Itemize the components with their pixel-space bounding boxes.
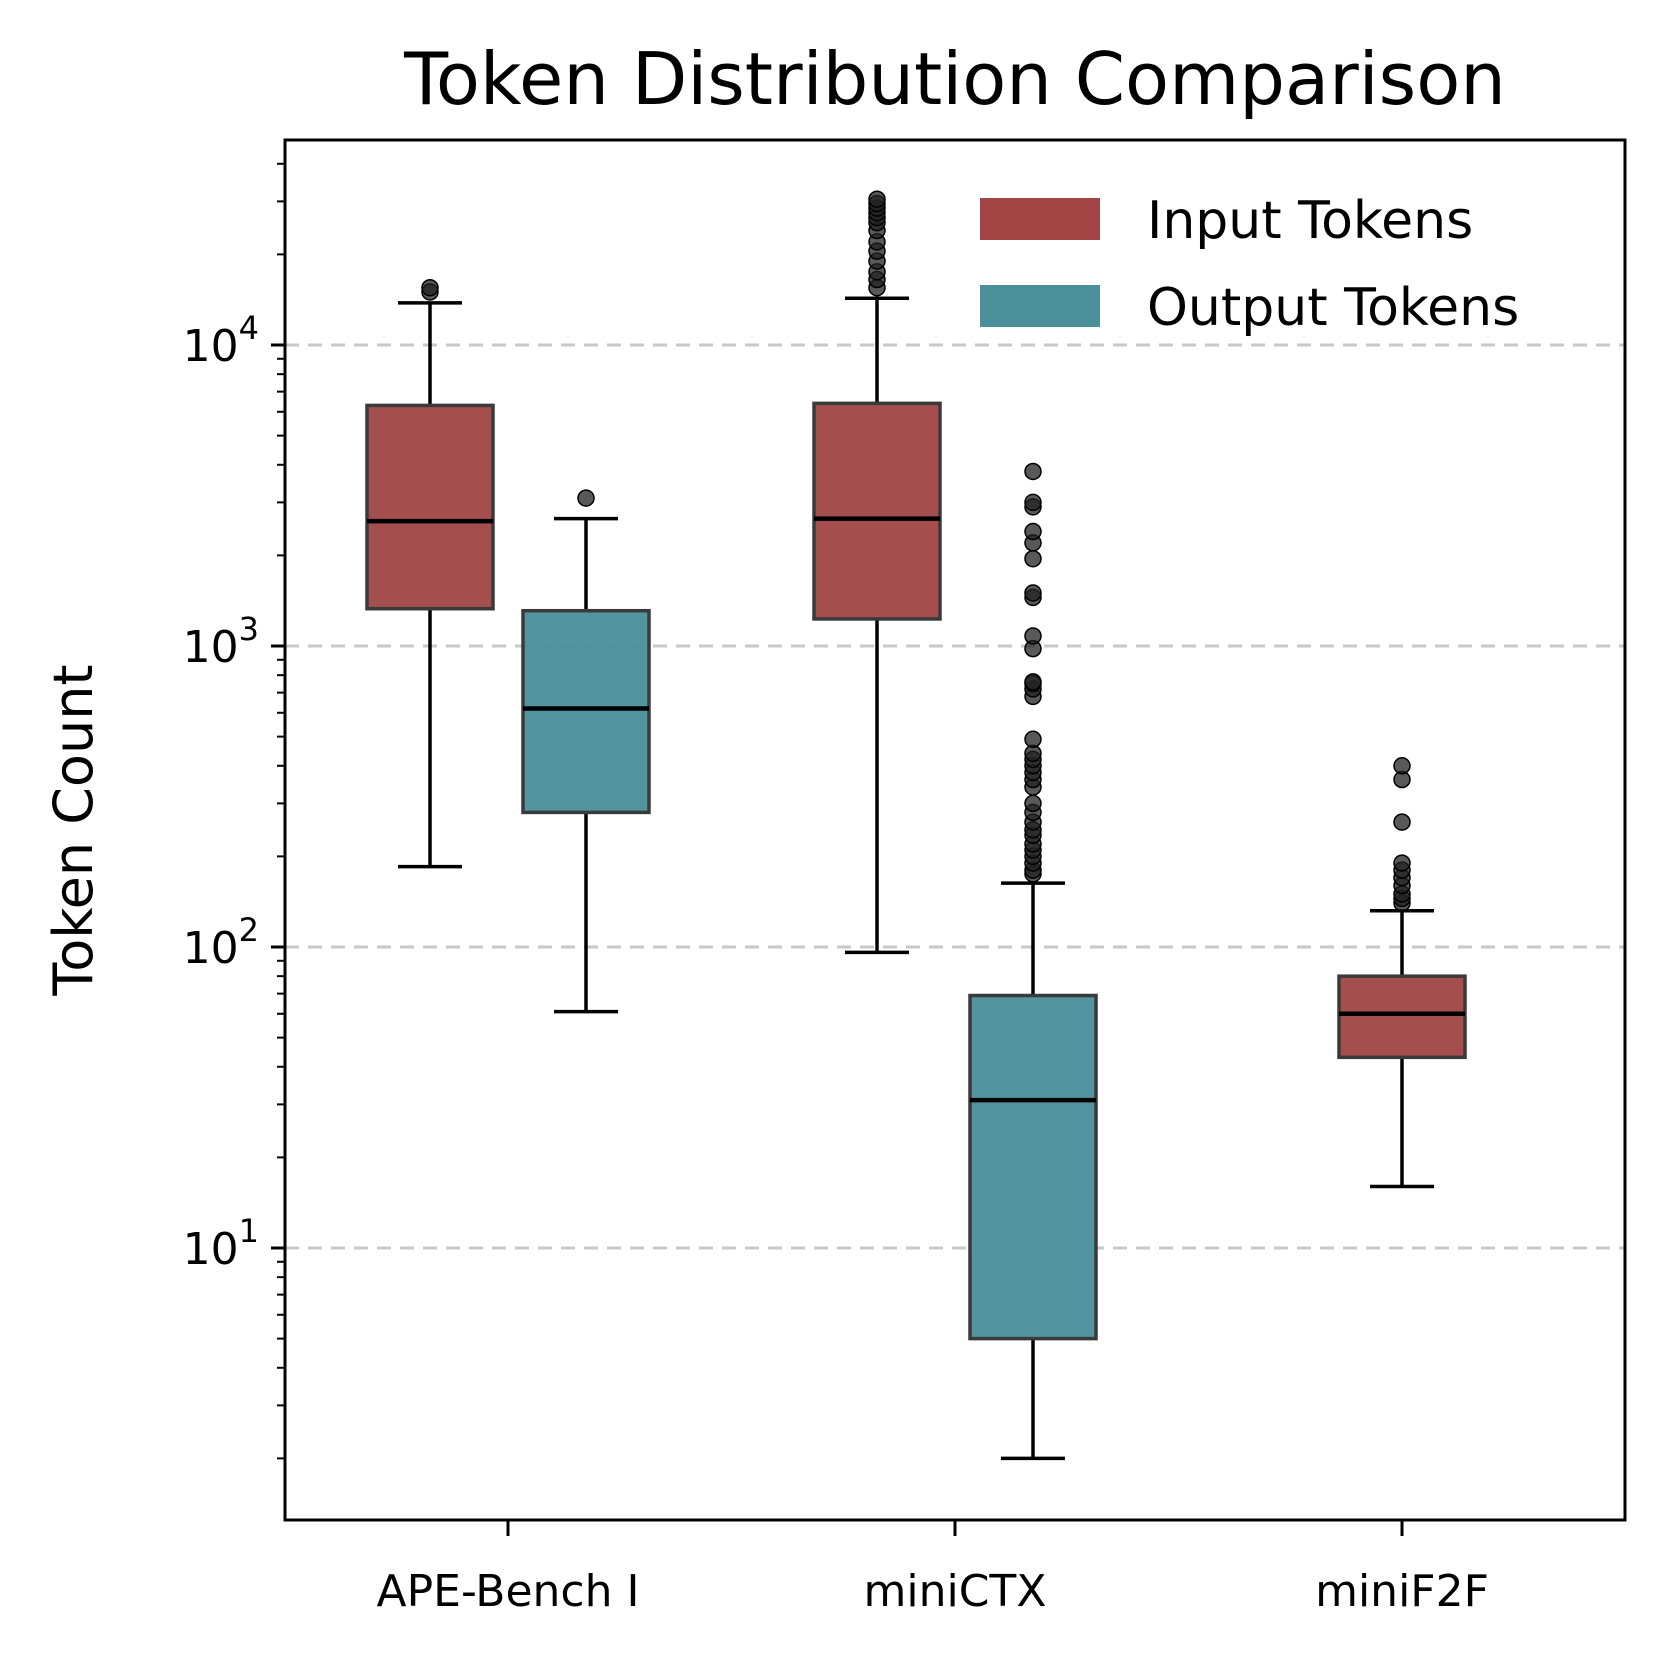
outlier-point: [1024, 730, 1042, 749]
iqr-box: [812, 401, 942, 621]
y-tick-exp-1: 2: [239, 911, 259, 949]
box-1-1: [968, 462, 1098, 1461]
x-axis: APE-Bench I miniCTX miniF2F: [377, 1520, 1489, 1617]
outlier-point: [1393, 813, 1411, 831]
outlier-point: [1024, 493, 1042, 512]
y-tick-exp-0: 1: [239, 1212, 259, 1250]
y-tick-base-0: 10: [183, 1224, 239, 1275]
outlier-point: [1024, 627, 1042, 645]
y-tick-label-2: 103: [183, 610, 259, 673]
plot-frame: [283, 138, 1627, 1522]
legend-label-input: Input Tokens: [1147, 191, 1473, 251]
y-tick-exp-3: 4: [239, 309, 259, 347]
y-tick-label-3: 104: [183, 309, 259, 372]
outlier-point: [577, 489, 595, 507]
legend-swatch-input: [980, 198, 1100, 240]
outlier-point: [1024, 673, 1042, 691]
iqr-box: [365, 403, 495, 611]
y-tick-base-3: 10: [183, 321, 239, 372]
outlier-point: [1024, 522, 1042, 541]
legend-swatch-output: [980, 285, 1100, 327]
outlier-point: [1024, 549, 1042, 568]
box-plots: [365, 190, 1467, 1461]
chart-title: Token Distribution Comparison: [403, 37, 1506, 121]
x-tick-label-0: APE-Bench I: [377, 1566, 640, 1617]
x-tick-label-1: miniCTX: [864, 1566, 1047, 1617]
y-tick-base-2: 10: [183, 622, 239, 673]
iqr-box: [521, 608, 651, 815]
x-tick-label-2: miniF2F: [1315, 1566, 1489, 1617]
y-axis-label: Token Count: [42, 664, 105, 996]
y-tick-label-1: 102: [183, 911, 259, 974]
iqr-box: [1337, 974, 1467, 1060]
legend-label-output: Output Tokens: [1147, 278, 1519, 338]
outlier-point: [1024, 584, 1042, 602]
box-1-0: [521, 489, 651, 1014]
outlier-point: [868, 190, 886, 208]
outlier-point: [421, 278, 439, 297]
legend: Input Tokens Output Tokens: [980, 191, 1519, 338]
outlier-point: [1393, 757, 1411, 775]
y-tick-base-1: 10: [183, 923, 239, 974]
outlier-point: [1024, 794, 1042, 813]
box-0-1: [812, 190, 942, 955]
outlier-point: [1393, 854, 1411, 872]
outlier-point: [1024, 462, 1042, 481]
box-0-0: [365, 278, 495, 869]
iqr-box: [968, 993, 1098, 1341]
y-tick-exp-2: 3: [239, 610, 259, 648]
box-0-2: [1337, 757, 1467, 1189]
y-tick-label-0: 101: [183, 1212, 259, 1275]
